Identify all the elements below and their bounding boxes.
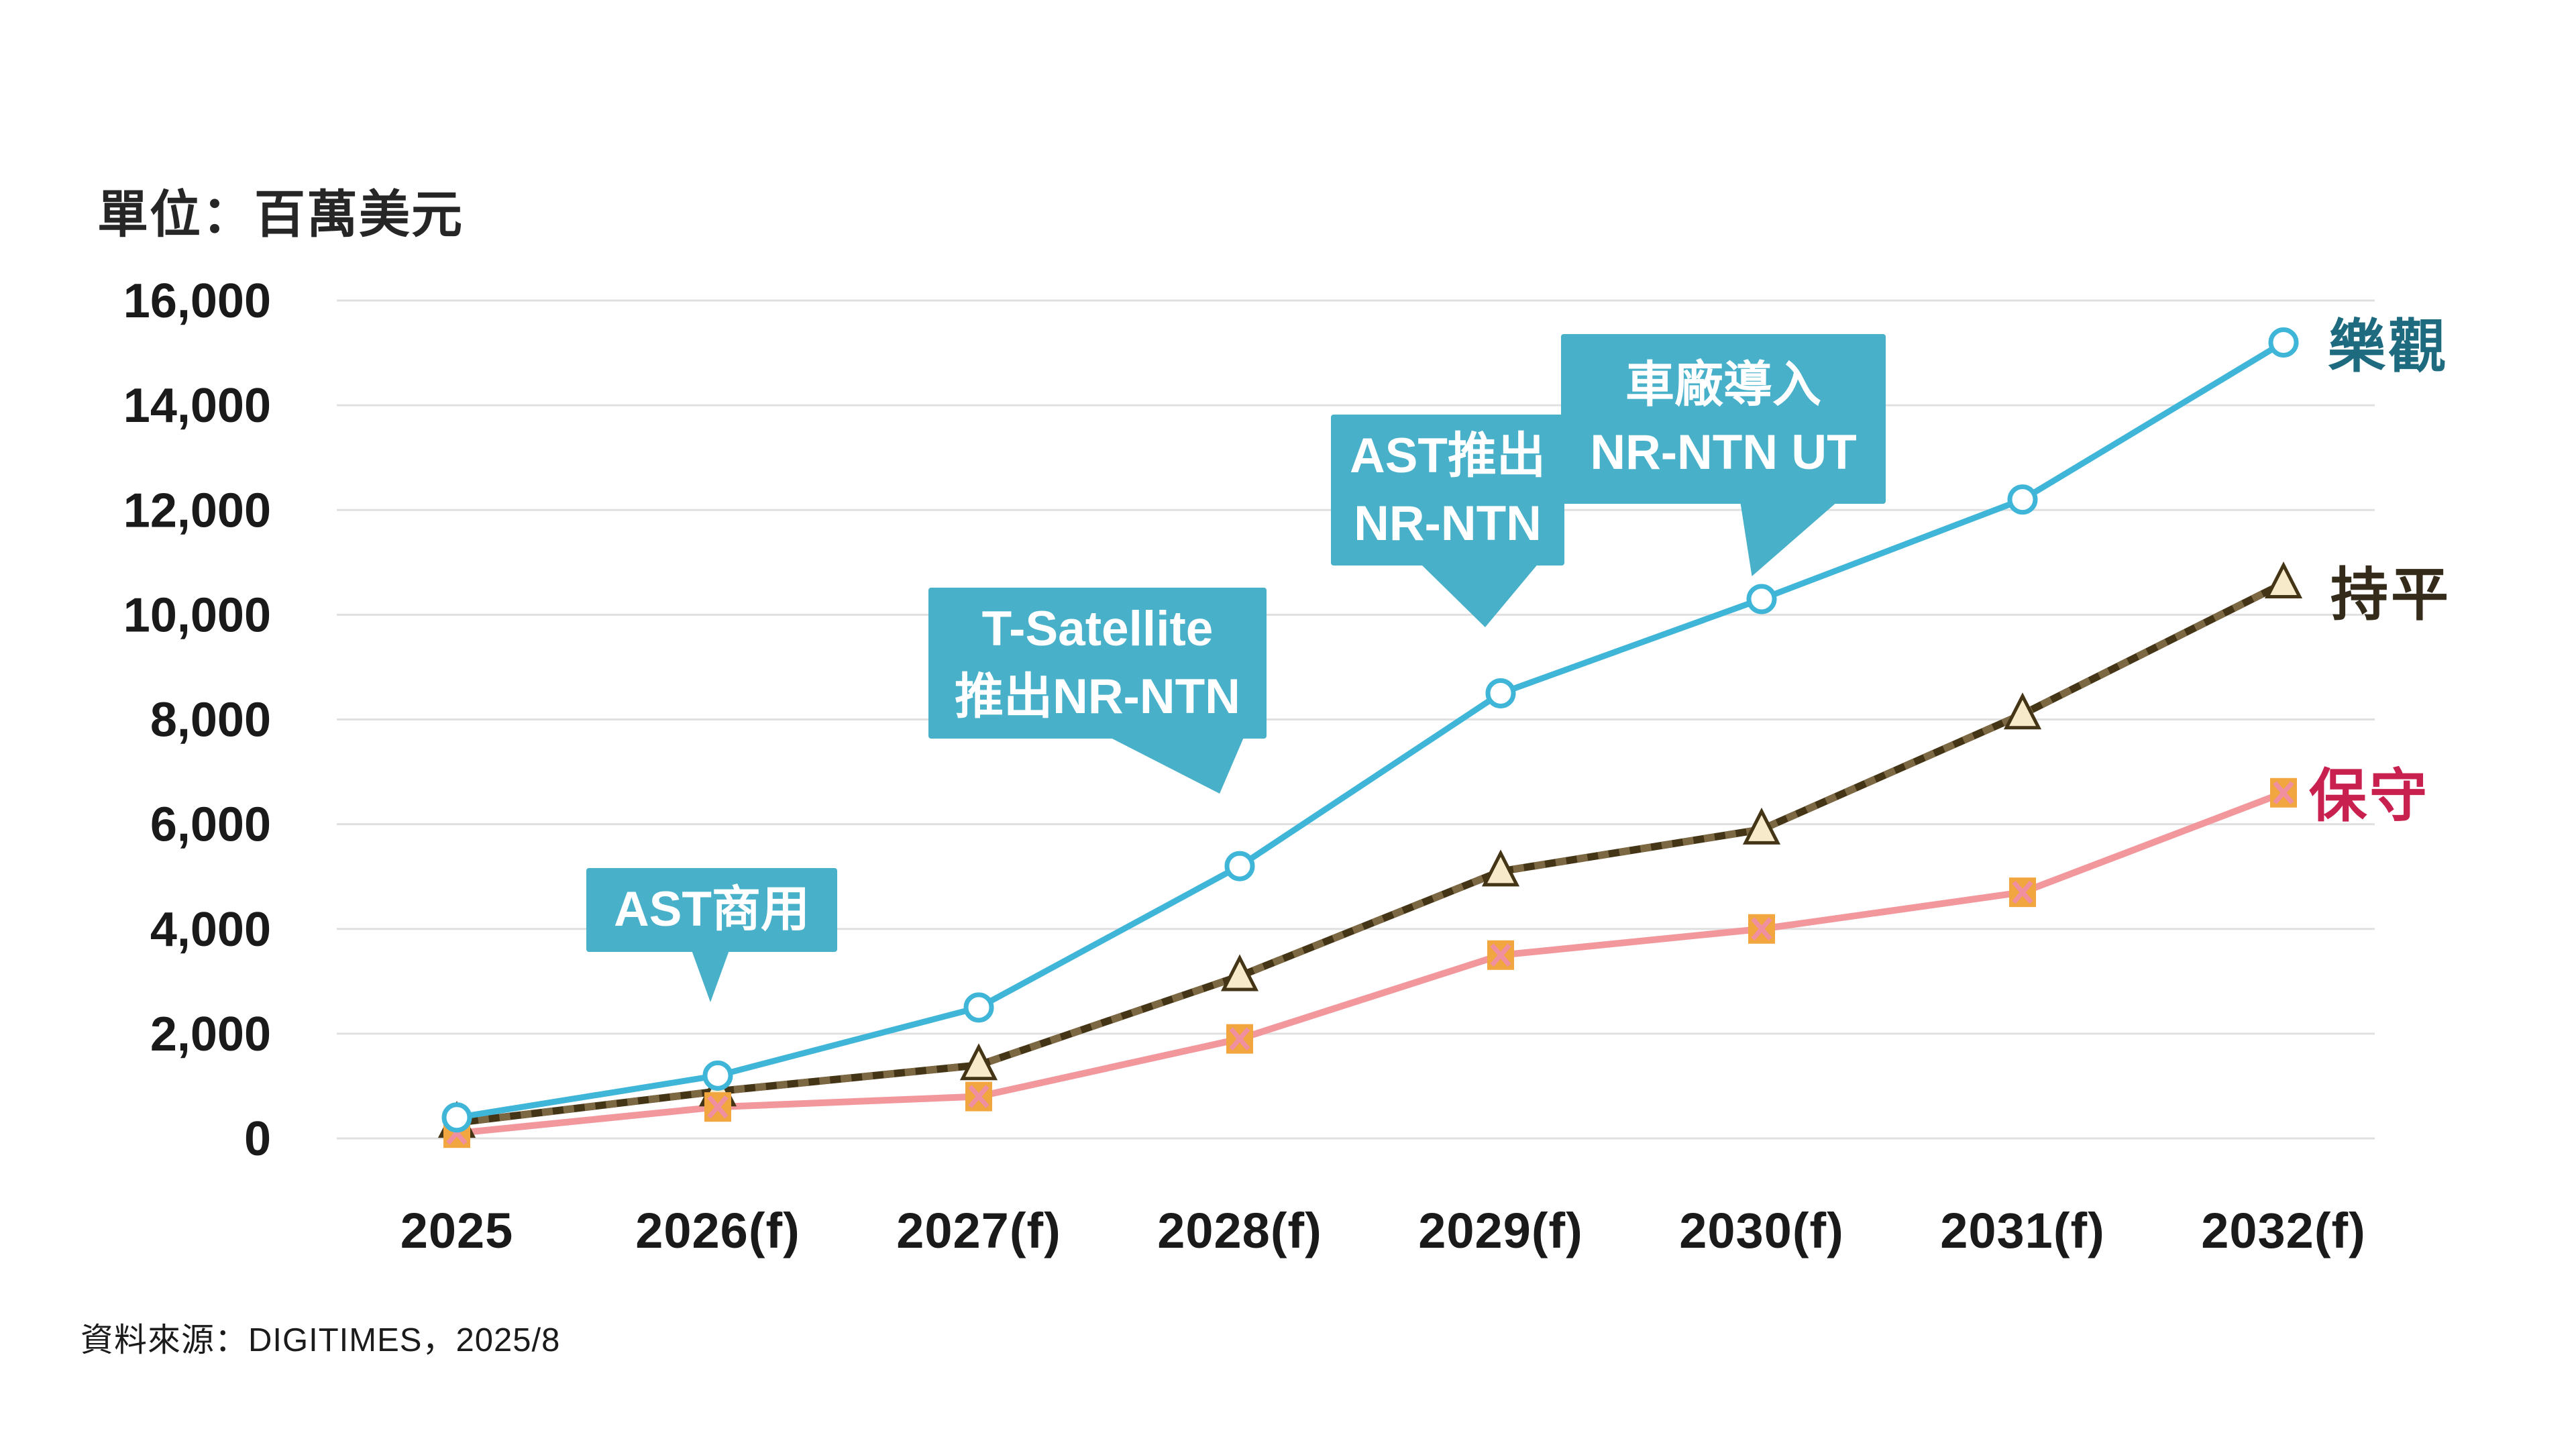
circle-marker (2268, 327, 2299, 358)
legend-conservative: 保守 (2309, 764, 2430, 828)
circle-marker (1224, 851, 1255, 881)
y-axis-tick-label: 12,000 (123, 484, 271, 537)
y-axis-tick-label: 10,000 (123, 588, 271, 642)
triangle-marker (2264, 561, 2303, 599)
circle-marker (441, 1102, 472, 1133)
annotation-text: AST推出 (1350, 429, 1546, 483)
legend-flat: 持平 (2330, 563, 2451, 627)
x-axis-tick-label: 2031(f) (1940, 1203, 2105, 1258)
triangle-marker (1481, 849, 1520, 887)
annotation-text: NR-NTN (1354, 496, 1542, 551)
x-axis-tick-label: 2027(f) (896, 1203, 1061, 1258)
x-axis-tick-label: 2028(f) (1157, 1203, 1322, 1258)
marker-x-icon (2012, 880, 2033, 904)
annotation-t-satellite: T-Satellite 推出NR-NTN (928, 588, 1267, 739)
annotation-ast-nr-ntn: AST推出 NR-NTN (1331, 415, 1564, 566)
annotation-car-oem: 車廠導入 NR-NTN UT (1561, 334, 1886, 504)
source-label: 資料來源：DIGITIMES，2025/8 (80, 1322, 561, 1358)
circle-marker (1746, 584, 1777, 614)
marker-x-icon (1229, 1027, 1250, 1051)
y-axis-tick-label: 0 (244, 1112, 271, 1166)
y-axis-tick-label: 14,000 (123, 379, 271, 433)
circle-marker (2007, 484, 2038, 515)
marker-x-icon (1751, 917, 1772, 941)
triangle-marker (2003, 692, 2042, 730)
series-line-flat (456, 580, 2286, 1127)
triangle-marker (1742, 807, 1781, 845)
x-axis-tick-label: 2030(f) (1679, 1203, 1844, 1258)
marker-x-icon (707, 1095, 729, 1119)
x-axis-tick-label: 2026(f) (635, 1203, 800, 1258)
x-axis-tick-label: 2025 (400, 1203, 514, 1258)
annotation-text: 推出NR-NTN (955, 669, 1240, 724)
marker-x-icon (1490, 943, 1511, 967)
y-axis-tick-label: 4,000 (150, 903, 271, 957)
annotation-ast-commercial: AST商用 (586, 868, 837, 952)
series-line-conservative (456, 790, 2285, 1137)
legend-optimistic: 樂觀 (2328, 315, 2449, 379)
y-axis-tick-label: 6,000 (150, 798, 271, 852)
series-line-flat-texture (456, 580, 2286, 1127)
circle-marker (702, 1060, 733, 1091)
triangle-marker (959, 1043, 998, 1081)
x-axis-tick-label: 2032(f) (2201, 1203, 2366, 1258)
x-axis-tick-label: 2029(f) (1418, 1203, 1583, 1258)
annotation-text: 車廠導入 (1625, 358, 1821, 412)
marker-x-icon (968, 1085, 989, 1108)
marker-x-icon (2273, 781, 2294, 805)
y-axis-tick-label: 16,000 (123, 274, 271, 328)
series-line-optimistic (456, 339, 2286, 1121)
y-axis-tick-label: 2,000 (150, 1008, 271, 1061)
unit-label: 單位：百萬美元 (97, 186, 464, 244)
y-axis-tick-label: 8,000 (150, 694, 271, 747)
annotation-text: T-Satellite (981, 602, 1214, 656)
annotation-text: AST商用 (614, 882, 810, 936)
circle-marker (963, 992, 994, 1023)
annotation-text: NR-NTN UT (1590, 425, 1857, 480)
triangle-marker (1220, 954, 1259, 991)
circle-marker (1485, 678, 1516, 708)
